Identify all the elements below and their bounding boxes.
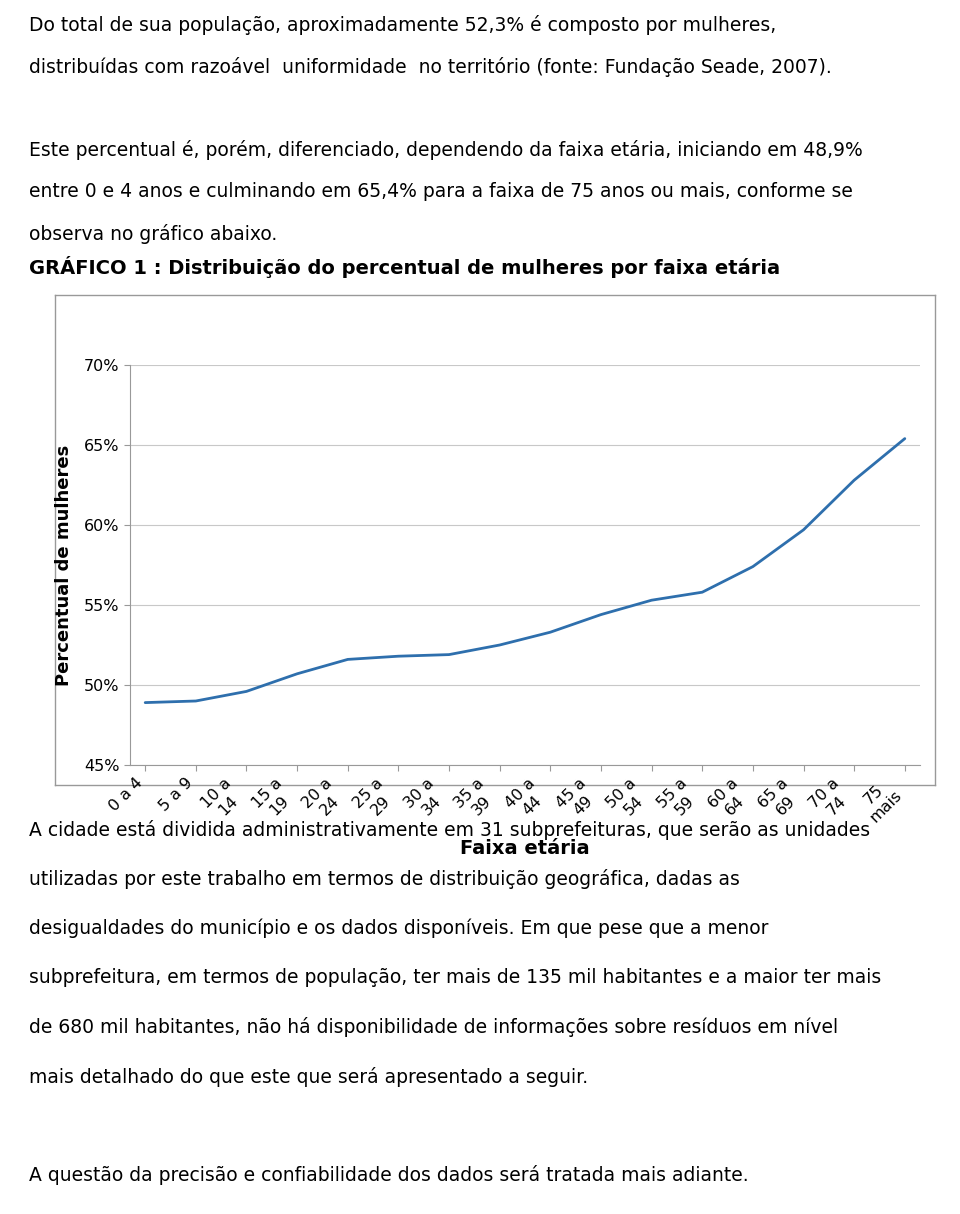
Text: observa no gráfico abaixo.: observa no gráfico abaixo. <box>29 225 277 244</box>
Text: Do total de sua população, aproximadamente 52,3% é composto por mulheres,: Do total de sua população, aproximadamen… <box>29 15 776 35</box>
Text: A cidade está dividida administrativamente em 31 subprefeituras, que serão as un: A cidade está dividida administrativamen… <box>29 819 870 840</box>
Text: desigualdades do município e os dados disponíveis. Em que pese que a menor: desigualdades do município e os dados di… <box>29 919 768 938</box>
Text: A questão da precisão e confiabilidade dos dados será tratada mais adiante.: A questão da precisão e confiabilidade d… <box>29 1165 749 1185</box>
Text: subprefeitura, em termos de população, ter mais de 135 mil habitantes e a maior : subprefeitura, em termos de população, t… <box>29 968 881 987</box>
Text: GRÁFICO 1 : Distribuição do percentual de mulheres por faixa etária: GRÁFICO 1 : Distribuição do percentual d… <box>29 256 780 278</box>
Text: entre 0 e 4 anos e culminando em 65,4% para a faixa de 75 anos ou mais, conforme: entre 0 e 4 anos e culminando em 65,4% p… <box>29 182 852 202</box>
Y-axis label: Percentual de mulheres: Percentual de mulheres <box>55 444 73 686</box>
Text: utilizadas por este trabalho em termos de distribuição geográfica, dadas as: utilizadas por este trabalho em termos d… <box>29 869 739 890</box>
Text: Este percentual é, porém, diferenciado, dependendo da faixa etária, iniciando em: Este percentual é, porém, diferenciado, … <box>29 141 862 160</box>
X-axis label: Faixa etária: Faixa etária <box>460 839 589 858</box>
Text: mais detalhado do que este que será apresentado a seguir.: mais detalhado do que este que será apre… <box>29 1067 588 1087</box>
Text: de 680 mil habitantes, não há disponibilidade de informações sobre resíduos em n: de 680 mil habitantes, não há disponibil… <box>29 1017 838 1038</box>
Text: distribuídas com razoável  uniformidade  no território (fonte: Fundação Seade, 2: distribuídas com razoável uniformidade n… <box>29 57 831 76</box>
